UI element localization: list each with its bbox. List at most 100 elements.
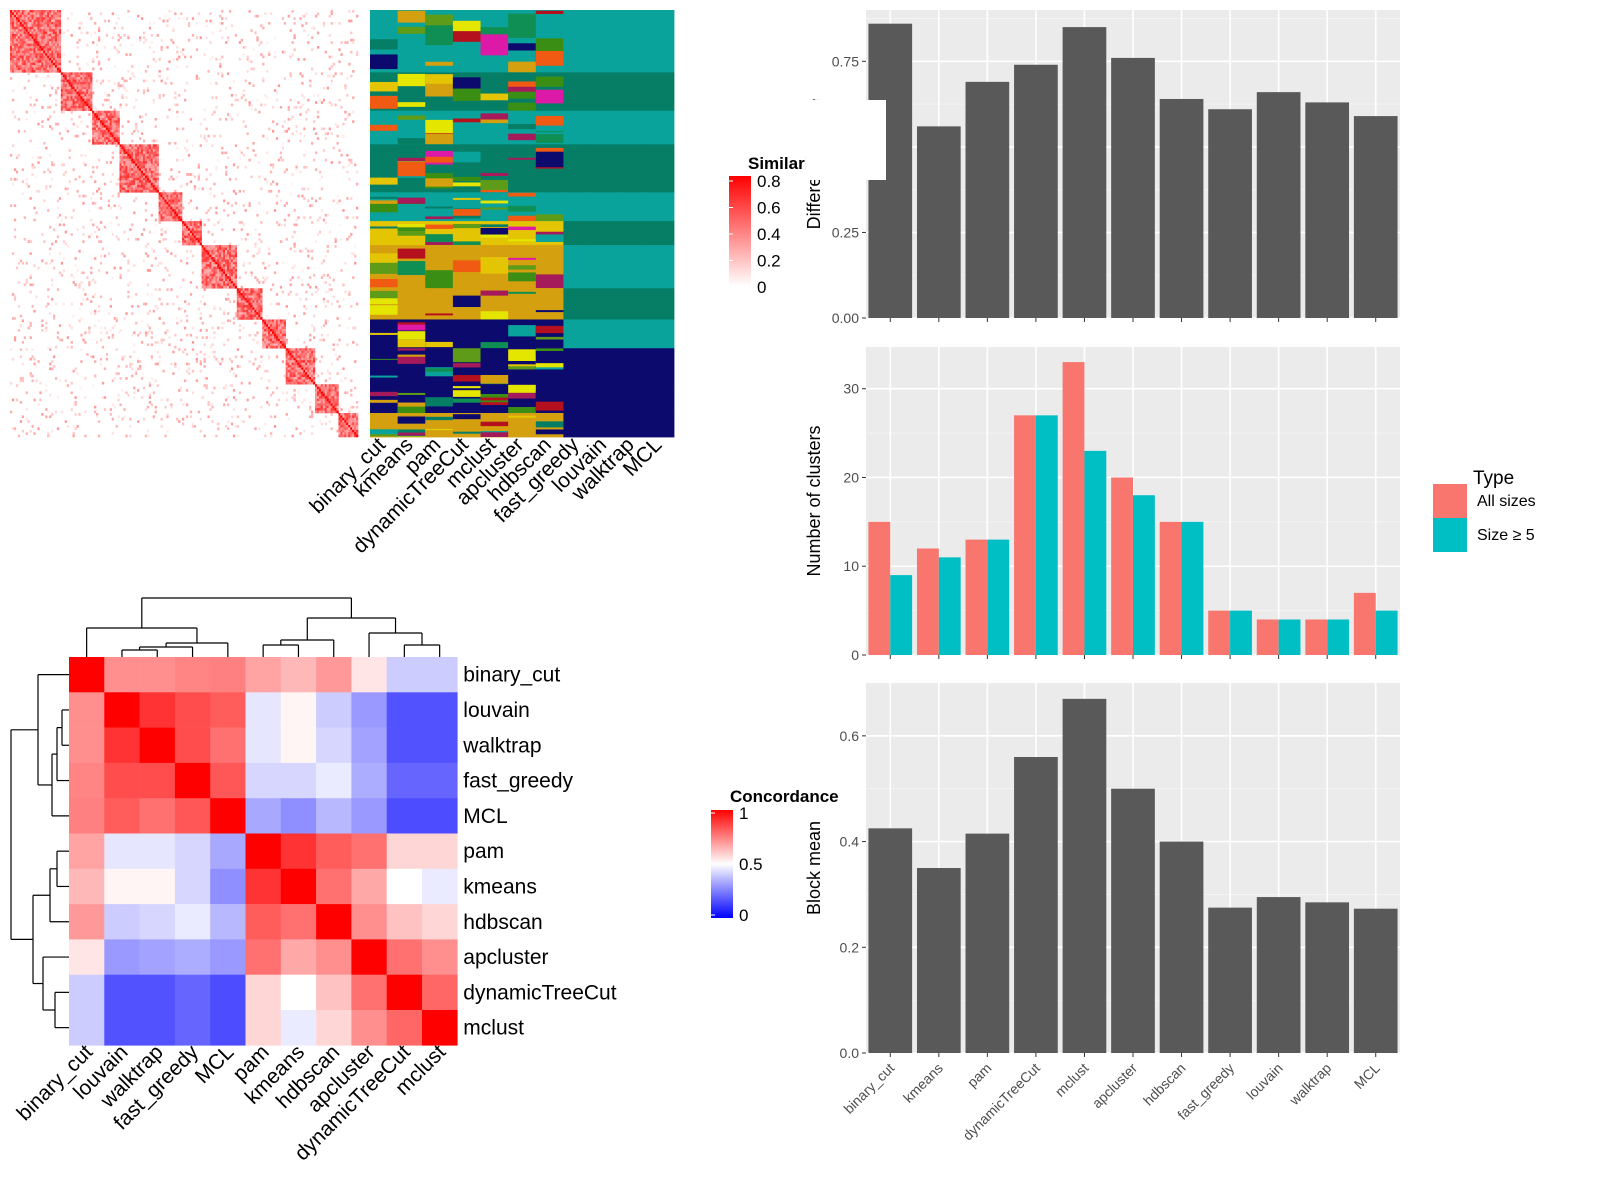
similarity-cell: [66, 74, 69, 78]
similarity-cell: [238, 276, 241, 279]
similarity-cell: [228, 273, 232, 277]
similarity-cell: [119, 158, 122, 162]
similarity-cell: [205, 283, 208, 287]
similarity-cell: [45, 43, 48, 47]
similarity-cell: [133, 170, 136, 174]
similarity-cell: [232, 271, 236, 275]
similarity-cell: [234, 98, 238, 102]
similarity-cell: [142, 189, 146, 193]
similarity-cell: [33, 264, 36, 267]
similarity-cell: [97, 319, 101, 323]
similarity-cell: [37, 65, 40, 68]
similarity-cell: [78, 86, 81, 90]
similarity-cell: [123, 79, 126, 83]
similarity-cell: [33, 19, 36, 23]
similarity-cell: [135, 293, 138, 296]
similarity-cell: [301, 401, 304, 404]
similarity-cell: [160, 204, 163, 208]
similarity-cell: [99, 125, 103, 128]
similarity-cell: [322, 297, 326, 301]
similarity-cell: [238, 189, 241, 193]
similarity-cell: [15, 62, 19, 66]
similarity-cell: [11, 14, 15, 18]
similarity-cell: [287, 312, 290, 315]
similarity-cell: [49, 185, 52, 188]
similarity-cell: [154, 410, 157, 414]
similarity-cell: [21, 192, 24, 196]
similarity-cell: [117, 33, 120, 37]
assignment-subblock: [370, 95, 399, 109]
similarity-cell: [11, 43, 15, 47]
similarity-cell: [324, 396, 328, 399]
similarity-cell: [215, 81, 218, 85]
similarity-cell: [285, 129, 288, 133]
similarity-cell: [115, 425, 118, 428]
similarity-cell: [137, 161, 140, 164]
similarity-cell: [37, 14, 40, 18]
similarity-cell: [354, 360, 357, 363]
similarity-cell: [121, 149, 124, 152]
similarity-cell: [115, 141, 118, 145]
similarity-cell: [293, 245, 296, 248]
similarity-cell: [74, 101, 77, 104]
similarity-cell: [352, 420, 355, 423]
similarity-cell: [303, 362, 306, 366]
similarity-cell: [238, 329, 241, 332]
similarity-cell: [201, 247, 204, 251]
similarity-cell: [58, 10, 62, 13]
similarity-cell: [164, 230, 167, 234]
similarity-cell: [348, 425, 351, 428]
similarity-cell: [13, 115, 17, 119]
similarity-cell: [170, 216, 173, 219]
similarity-cell: [127, 149, 130, 152]
similarity-cell: [27, 72, 30, 76]
similarity-cell: [199, 350, 202, 354]
similarity-cell: [33, 62, 36, 66]
similarity-cell: [303, 14, 306, 18]
similarity-cell: [215, 168, 218, 172]
similarity-cell: [244, 300, 247, 303]
similarity-cell: [244, 98, 247, 102]
similarity-cell: [41, 12, 44, 16]
similarity-cell: [279, 321, 283, 325]
similarity-cell: [139, 173, 142, 176]
similarity-cell: [160, 158, 163, 162]
similarity-cell: [195, 225, 198, 229]
similarity-cell: [133, 211, 136, 215]
similarity-cell: [140, 17, 144, 20]
similarity-cell: [228, 357, 232, 361]
similarity-cell: [260, 314, 263, 318]
similarity-cell: [320, 276, 324, 279]
similarity-cell: [45, 33, 48, 37]
similarity-cell: [195, 77, 198, 80]
similarity-cell: [225, 245, 228, 248]
similarity-cell: [74, 89, 77, 92]
similarity-cell: [25, 14, 28, 18]
similarity-cell: [168, 177, 171, 181]
similarity-cell: [209, 314, 212, 318]
similarity-cell: [311, 360, 314, 363]
similarity-cell: [240, 293, 243, 296]
similarity-cell: [127, 69, 130, 73]
similarity-cell: [174, 192, 177, 196]
similarity-cell: [295, 165, 298, 169]
similarity-cell: [43, 10, 46, 13]
similarity-cell: [111, 379, 114, 383]
similarity-cell: [324, 389, 328, 392]
similarity-cell: [53, 55, 56, 59]
similarity-cell: [344, 417, 347, 421]
similarity-cell: [97, 60, 101, 64]
similarity-cell: [21, 24, 24, 28]
similarity-cell: [72, 77, 75, 80]
similarity-cell: [232, 228, 236, 231]
similarity-cell: [140, 173, 144, 176]
similarity-cell: [174, 194, 177, 198]
similarity-cell: [191, 228, 195, 231]
similarity-cell: [197, 242, 200, 246]
similarity-cell: [293, 36, 296, 40]
similarity-cell: [348, 62, 351, 66]
similarity-cell: [260, 41, 263, 44]
similarity-cell: [313, 353, 316, 356]
similarity-cell: [264, 12, 267, 16]
similarity-cell: [56, 10, 60, 13]
